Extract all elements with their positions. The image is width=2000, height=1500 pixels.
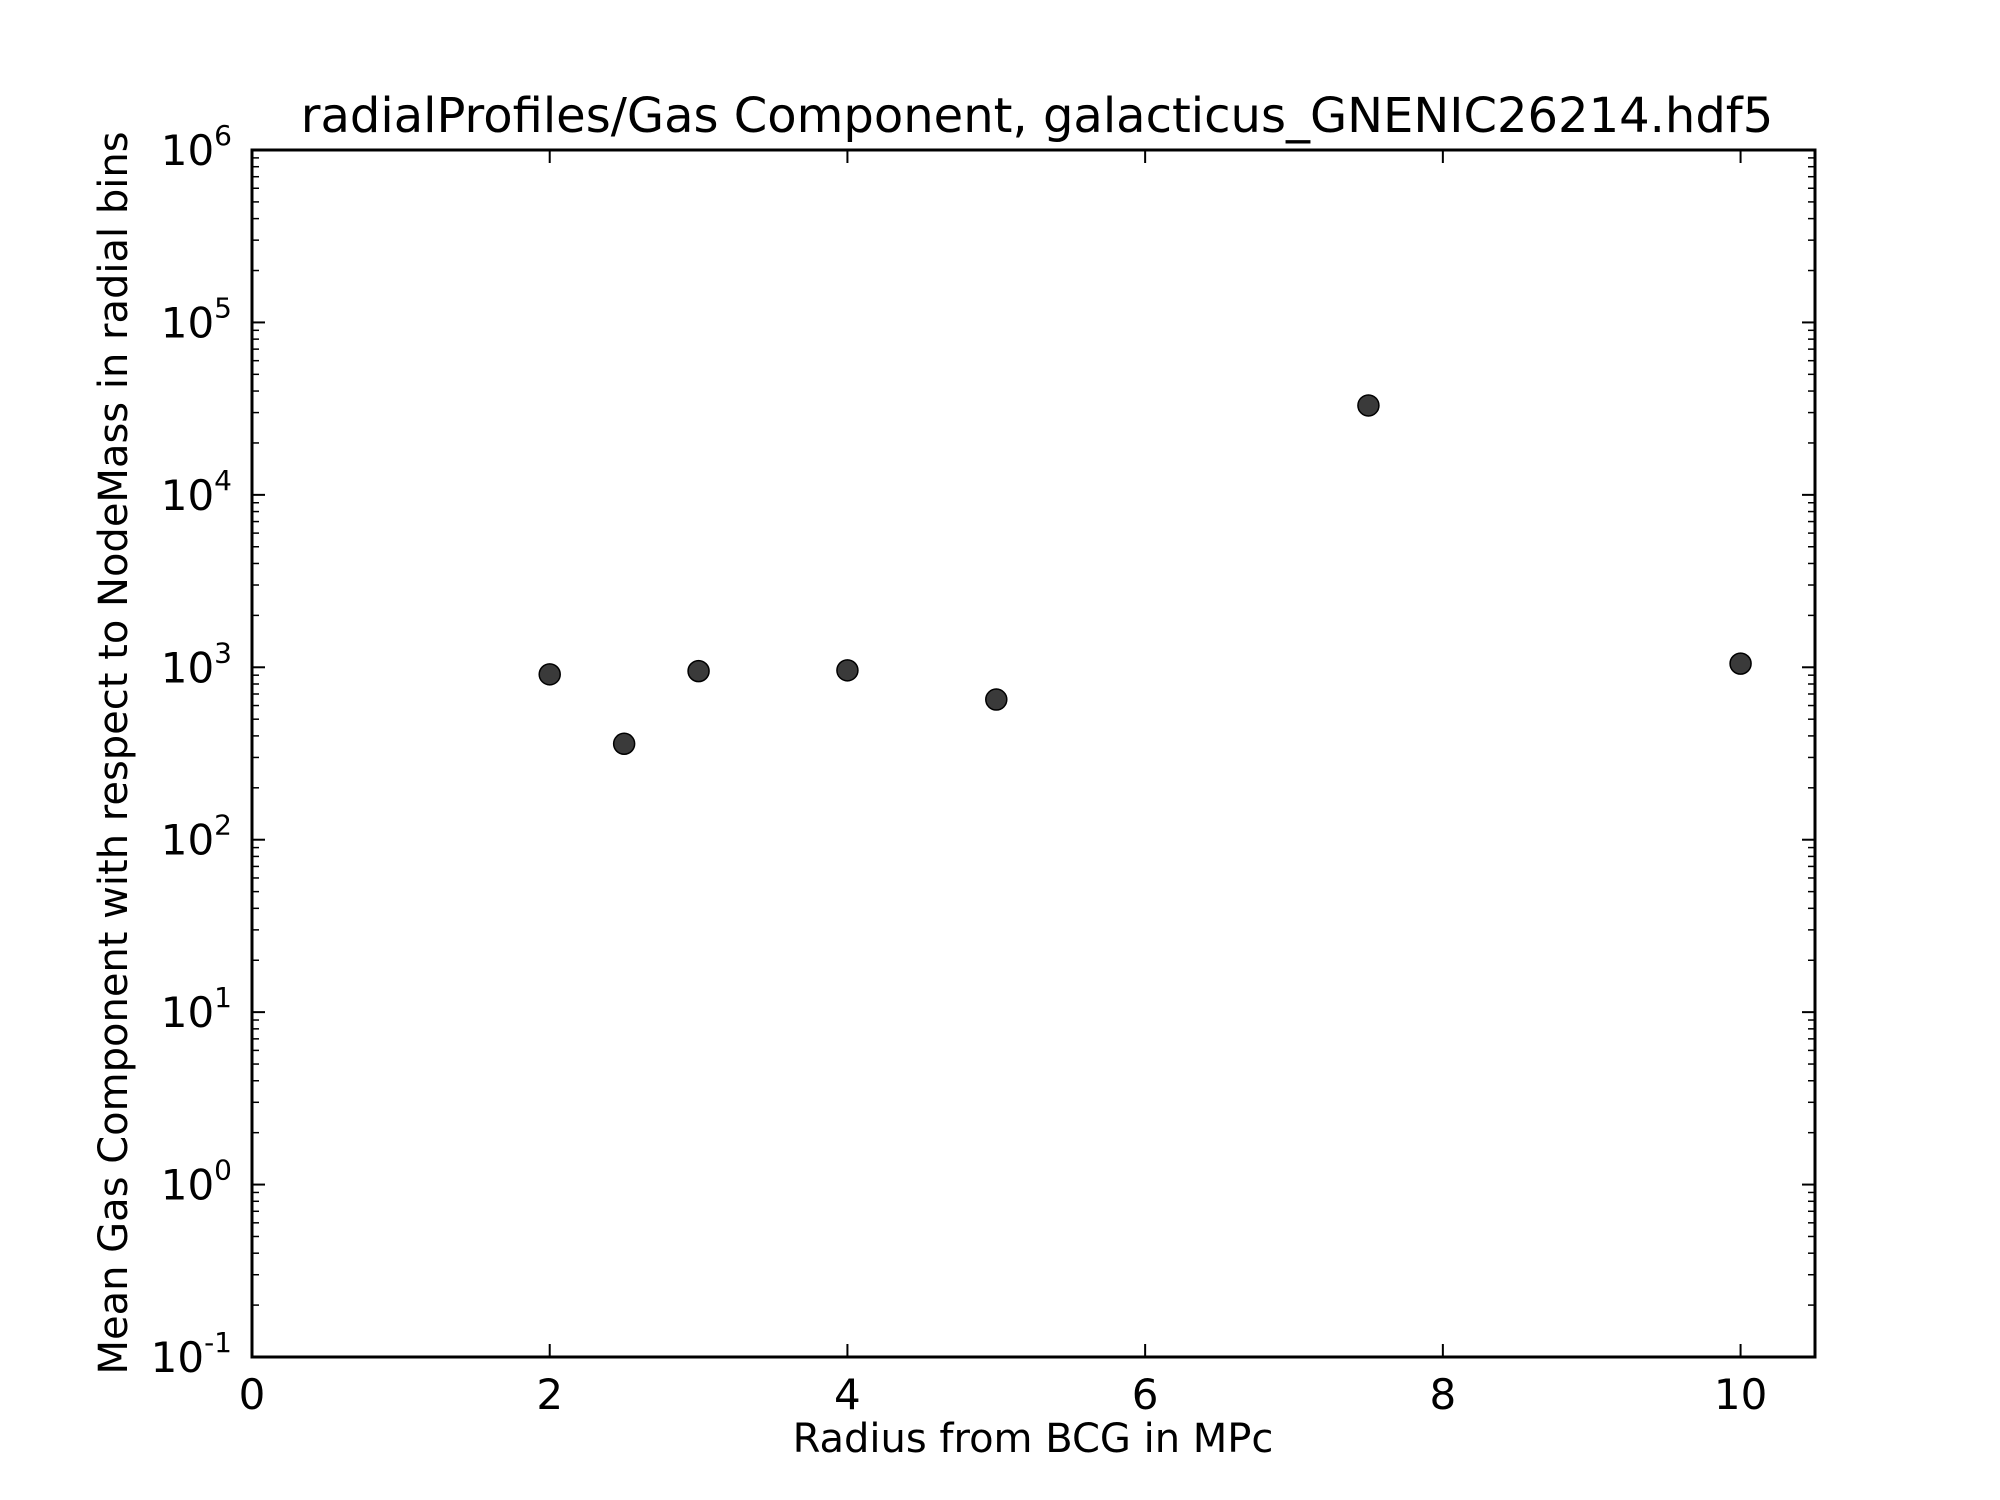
data-point (836, 659, 859, 682)
data-point (612, 732, 636, 756)
x-tick-label: 10 (1714, 1370, 1767, 1419)
data-point (985, 688, 1008, 711)
x-tick-label: 6 (1132, 1370, 1159, 1419)
x-tick-label: 8 (1429, 1370, 1456, 1419)
data-point (687, 659, 710, 683)
y-axis-label: Mean Gas Component with respect to NodeM… (91, 131, 137, 1374)
x-tick-label: 2 (536, 1370, 563, 1419)
y-tick-label: 102 (161, 809, 232, 865)
y-tick-label: 10-1 (151, 1326, 232, 1382)
data-point (1357, 394, 1380, 417)
data-point (538, 663, 561, 686)
x-tick-label: 4 (834, 1370, 861, 1419)
x-tick-label: 0 (239, 1370, 266, 1419)
x-axis-label: Radius from BCG in MPc (793, 1416, 1274, 1462)
x-axis-ticks: 0 2 4 6 8 10 (239, 150, 1767, 1419)
chart-title: radialProfiles/Gas Component, galacticus… (301, 88, 1773, 144)
data-point (1729, 652, 1752, 675)
data-points (538, 394, 1752, 756)
plot-frame (250, 148, 1817, 1359)
